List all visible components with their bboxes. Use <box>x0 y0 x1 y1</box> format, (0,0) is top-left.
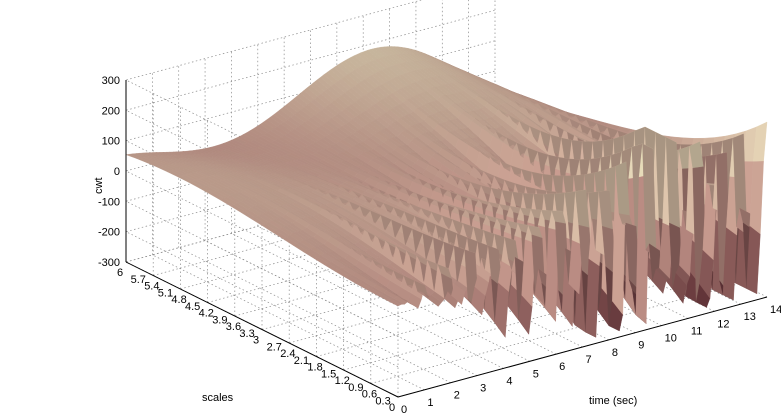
floor-grid-line <box>231 233 504 369</box>
scale-tick-label: 0.6 <box>362 389 377 401</box>
scale-tick-label: 2.7 <box>267 341 282 353</box>
x-tick-label: 4 <box>506 375 512 387</box>
x-tick-label: 11 <box>691 325 702 337</box>
scale-tick-label: 6 <box>117 267 123 279</box>
z-tick-label: -200 <box>98 227 120 239</box>
z-tick-label: -300 <box>98 257 120 269</box>
x-tick-label: 9 <box>638 340 644 352</box>
scale-tick-label: 1.8 <box>307 362 322 374</box>
time-axis-line <box>397 296 768 398</box>
x-tick-label: 2 <box>454 390 460 402</box>
z-grid-line <box>125 100 496 337</box>
z-axis-label: cwt <box>93 178 105 195</box>
scale-tick-label: 0.9 <box>348 382 363 394</box>
scale-tick-label: 2.1 <box>294 355 309 367</box>
scale-tick-label: 1.5 <box>321 368 336 380</box>
x-axis-label: time (sec) <box>589 395 637 407</box>
x-tick-label: 1 <box>427 397 433 409</box>
scale-tick-label: 4.2 <box>199 308 214 320</box>
scale-axis-line <box>125 261 399 398</box>
floor-grid-line <box>178 247 451 384</box>
y-axis-label: scales <box>202 392 234 404</box>
scale-tick-label: 0.3 <box>375 395 390 407</box>
z-tick-label: 0 <box>114 166 120 178</box>
x-tick-label: 8 <box>612 347 618 359</box>
scale-tick-label: 0 <box>389 402 395 413</box>
scale-tick-label: 3 <box>253 335 259 347</box>
scale-tick-label: 5.7 <box>131 274 146 286</box>
scale-tick-label: 5.4 <box>144 281 159 293</box>
surface-patch <box>752 121 768 162</box>
scale-tick-label: 4.5 <box>185 301 200 313</box>
z-tick-label: 100 <box>102 136 120 148</box>
x-tick-label: 6 <box>559 361 565 373</box>
scale-tick-label: 3.6 <box>226 321 241 333</box>
tick-labels: 0123456789101112131465.75.45.14.84.54.23… <box>98 75 781 413</box>
z-grid-line <box>125 70 496 307</box>
scale-tick-label: 3.3 <box>239 328 254 340</box>
z-tick-label: 200 <box>102 105 120 117</box>
x-tick-label: 13 <box>744 311 756 323</box>
scale-tick-label: 2.4 <box>280 348 295 360</box>
scale-tick-label: 1.2 <box>335 375 350 387</box>
axes <box>125 80 768 398</box>
scale-tick-label: 3.9 <box>212 314 227 326</box>
x-tick-label: 5 <box>533 368 539 380</box>
floor-grid-line <box>152 254 425 391</box>
x-tick-label: 0 <box>401 404 407 413</box>
scale-tick-label: 4.8 <box>171 294 186 306</box>
x-tick-label: 3 <box>480 383 486 395</box>
x-tick-label: 7 <box>586 354 592 366</box>
surface-mesh <box>125 46 768 338</box>
z-grid-line <box>125 131 496 368</box>
z-tick-label: 300 <box>102 75 120 87</box>
scale-tick-label: 5.1 <box>158 287 173 299</box>
z-tick-label: -100 <box>98 196 120 208</box>
x-tick-label: 14 <box>770 304 781 316</box>
x-tick-label: 12 <box>717 318 729 330</box>
x-tick-label: 10 <box>665 333 677 345</box>
